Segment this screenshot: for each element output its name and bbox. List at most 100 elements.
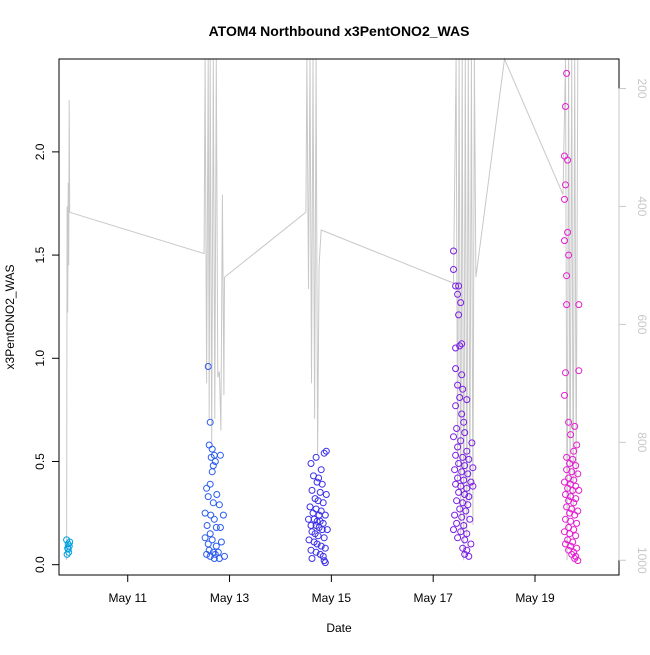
data-point [567, 542, 575, 550]
data-point [450, 433, 457, 441]
data-point [460, 476, 468, 484]
data-point [458, 513, 466, 521]
data-point [454, 474, 462, 482]
data-point [565, 251, 573, 259]
data-point [571, 511, 579, 519]
data-point [575, 367, 583, 375]
data-point [208, 445, 216, 453]
data-point [318, 480, 326, 488]
data-point [203, 550, 211, 558]
data-point [463, 546, 471, 554]
data-point [455, 282, 463, 290]
data-point [455, 311, 463, 319]
chart-title: ATOM4 Northbound x3PentONO2_WAS [209, 23, 470, 39]
data-point [561, 478, 568, 486]
data-point [466, 515, 474, 523]
data-point [313, 517, 321, 525]
pressure-line [66, 57, 579, 561]
data-point [563, 69, 571, 77]
data-point [575, 486, 583, 494]
data-point [463, 484, 471, 492]
data-point [208, 536, 216, 544]
data-point [460, 418, 468, 426]
data-point [457, 482, 465, 490]
data-point [458, 340, 466, 348]
data-point [457, 299, 465, 307]
data-point [563, 453, 571, 461]
data-point [206, 480, 214, 488]
data-point [572, 532, 580, 540]
data-point [564, 228, 572, 236]
data-point [312, 548, 320, 556]
data-point [215, 501, 223, 509]
data-point [201, 534, 209, 542]
y2-tick-label: 800 [635, 432, 649, 452]
data-point [206, 552, 214, 560]
data-point [317, 466, 325, 474]
data-point [457, 528, 465, 536]
data-point [566, 460, 574, 467]
data-point [463, 396, 471, 404]
data-points-layer [63, 69, 583, 567]
data-point [216, 524, 224, 531]
data-point [467, 540, 475, 548]
y-axis-label: x3PentONO2_WAS [3, 265, 17, 370]
data-point [219, 511, 227, 519]
data-point [562, 181, 569, 189]
data-point [463, 447, 471, 455]
data-point [306, 503, 314, 511]
data-point [572, 495, 580, 503]
data-point [469, 482, 477, 490]
data-point [562, 103, 569, 110]
data-point [562, 369, 569, 377]
data-point [217, 538, 225, 546]
data-point [561, 195, 568, 203]
data-point [212, 542, 220, 550]
data-point [461, 550, 469, 558]
data-point [209, 499, 217, 507]
data-point [317, 507, 325, 515]
y2-tick-label: 600 [635, 314, 649, 334]
data-point [465, 455, 473, 463]
data-point [465, 493, 473, 501]
data-point [450, 266, 457, 273]
data-point [206, 418, 214, 426]
data-point [452, 365, 460, 373]
y2-tick-label: 1000 [635, 547, 649, 574]
data-point [315, 474, 323, 482]
y-tick-label: 2.0 [33, 143, 47, 160]
data-point [320, 449, 328, 457]
data-point [458, 468, 466, 476]
data-point [456, 394, 464, 401]
data-point [321, 544, 329, 552]
data-point [455, 460, 463, 467]
data-point [216, 451, 224, 459]
data-point [215, 555, 223, 562]
right-pressure-axis: 200 400 600 800 1000 [618, 78, 649, 574]
data-point [308, 486, 316, 494]
data-point [321, 511, 329, 519]
data-point [456, 505, 464, 513]
data-point [64, 545, 72, 553]
data-point [322, 491, 330, 498]
data-point [317, 542, 325, 550]
data-point [454, 534, 462, 542]
data-point [451, 511, 459, 519]
data-point [461, 491, 469, 498]
data-point [569, 538, 577, 546]
data-point [321, 559, 329, 567]
data-point [323, 526, 331, 534]
data-point [458, 371, 466, 379]
data-point [566, 530, 574, 538]
data-point [452, 402, 460, 410]
data-point [567, 517, 575, 525]
data-point [570, 499, 578, 507]
x-tick-label: May 11 [108, 591, 147, 605]
data-point [457, 437, 465, 445]
data-point [459, 544, 467, 552]
data-point [563, 301, 571, 309]
data-point [459, 385, 467, 393]
data-point [455, 488, 463, 496]
data-point [316, 488, 324, 496]
